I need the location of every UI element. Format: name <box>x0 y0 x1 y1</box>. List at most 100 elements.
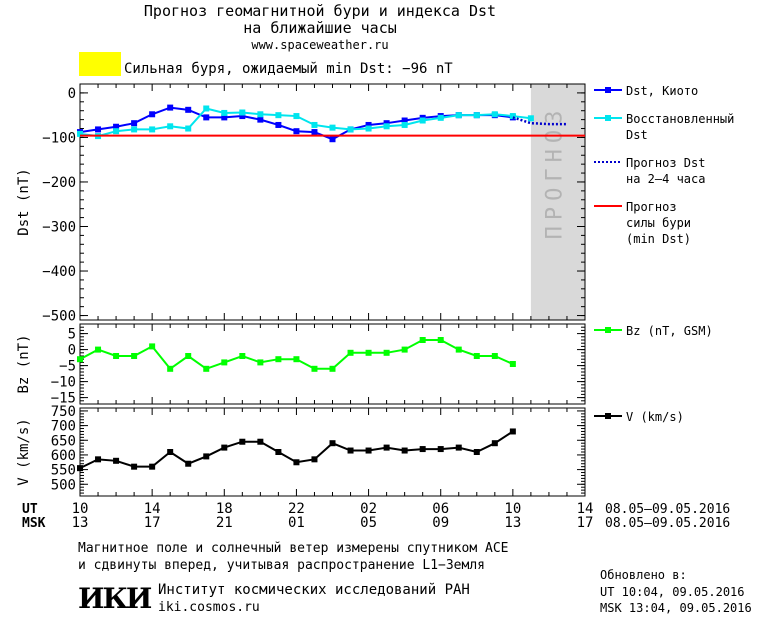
x-tick-label-ut: 02 <box>360 501 377 517</box>
panel-frame <box>79 323 586 405</box>
x-tick-label-ut: 10 <box>504 501 521 517</box>
legend-marker <box>605 327 611 333</box>
data-point <box>383 120 390 127</box>
legend-marker <box>605 115 611 121</box>
data-point <box>347 349 354 356</box>
data-point <box>221 114 228 121</box>
legend-label: Прогноз <box>626 200 677 214</box>
data-point <box>77 356 83 363</box>
data-point <box>77 130 83 137</box>
data-point <box>293 113 300 120</box>
y-tick-label: −500 <box>42 309 76 325</box>
data-point <box>455 112 462 119</box>
data-point <box>455 346 462 353</box>
data-point <box>491 353 498 359</box>
data-point <box>437 114 444 121</box>
data-point <box>293 356 300 363</box>
legend-marker <box>605 413 611 419</box>
data-point <box>347 126 354 133</box>
data-point <box>185 460 192 467</box>
x-tick-label-msk: 01 <box>288 515 305 531</box>
data-point <box>293 128 300 135</box>
x-tick-label-msk: 13 <box>72 515 89 531</box>
x-tick-label-msk: 17 <box>144 515 161 531</box>
legend-marker <box>605 87 611 93</box>
series-line-0-2 <box>512 116 567 126</box>
data-point <box>419 117 426 124</box>
data-point <box>131 120 138 127</box>
storm-level-swatch <box>79 52 121 76</box>
x-tick-label-msk: 05 <box>360 515 377 531</box>
legend-label: Dst <box>626 128 648 142</box>
series-line-0-1 <box>79 107 532 138</box>
data-point <box>383 444 390 451</box>
data-point <box>221 444 228 451</box>
source-url[interactable]: www.spaceweather.ru <box>251 38 389 52</box>
data-point <box>383 349 390 356</box>
measurement-note-line1: Магнитное поле и солнечный ветер измерен… <box>78 541 509 556</box>
y-tick-label: −15 <box>51 391 76 407</box>
data-point <box>149 463 156 470</box>
y-tick-label: 600 <box>51 448 76 464</box>
x-date-range-ut: 08.05–09.05.2016 <box>605 502 730 517</box>
y-tick-label: −200 <box>42 175 76 191</box>
data-point <box>239 353 246 359</box>
data-point <box>473 353 480 359</box>
data-point <box>275 449 282 455</box>
legend-label: Восстановленный <box>626 112 734 126</box>
data-point <box>203 453 210 460</box>
data-point <box>239 438 246 445</box>
panel-frame <box>79 83 586 321</box>
data-point <box>113 123 120 130</box>
data-point <box>239 109 246 116</box>
y-tick-label: 500 <box>51 477 76 493</box>
measurement-note-line2: и сдвинуты вперед, учитывая распростране… <box>78 558 485 573</box>
data-point <box>167 449 174 455</box>
x-tick-label-ut: 22 <box>288 501 305 517</box>
data-point <box>527 115 534 122</box>
y-axis-label: Bz (nT) <box>16 334 32 393</box>
updated-label: Обновлено в: <box>600 568 687 582</box>
data-point <box>257 359 264 366</box>
x-tick-label-msk: 17 <box>577 515 594 531</box>
data-point <box>401 117 408 124</box>
data-point <box>275 356 282 363</box>
y-tick-label: 750 <box>51 404 76 420</box>
data-point <box>149 126 156 133</box>
data-point <box>131 126 138 133</box>
data-point <box>509 113 516 120</box>
data-point <box>311 365 318 372</box>
data-point <box>437 446 444 453</box>
data-point <box>131 463 138 470</box>
data-point <box>311 129 318 136</box>
y-tick-label: −10 <box>51 375 76 391</box>
data-point <box>257 438 264 445</box>
x-tick-label-ut: 10 <box>72 501 89 517</box>
x-tick-label-ut: 18 <box>216 501 233 517</box>
data-point <box>203 105 210 112</box>
x-tick-label-ut: 14 <box>144 501 161 517</box>
data-point <box>329 136 336 143</box>
legend-label: силы бури <box>626 216 691 230</box>
chart-title-line2: на ближайшие часы <box>243 19 397 37</box>
x-tick-label-msk: 13 <box>504 515 521 531</box>
data-point <box>329 440 336 447</box>
x-tick-label-ut: 14 <box>577 501 594 517</box>
data-point <box>167 123 174 130</box>
institute-name: Институт космических исследований РАН <box>158 582 470 598</box>
forecast-band-label: ПРОГНОЗ <box>543 105 568 240</box>
y-tick-label: 550 <box>51 463 76 479</box>
institute-url[interactable]: iki.cosmos.ru <box>158 600 260 615</box>
chart-title-line1: Прогноз геомагнитной бури и индекса Dst <box>143 2 497 20</box>
data-point <box>131 353 138 359</box>
data-point <box>275 112 282 119</box>
data-point <box>437 337 444 343</box>
data-point <box>95 126 102 133</box>
data-point <box>455 444 462 451</box>
data-point <box>77 465 83 472</box>
y-axis-label: Dst (nT) <box>16 168 32 235</box>
y-tick-label: 5 <box>68 327 76 343</box>
y-tick-label: −400 <box>42 264 76 280</box>
forecast-band <box>530 84 585 320</box>
data-point <box>275 121 282 128</box>
